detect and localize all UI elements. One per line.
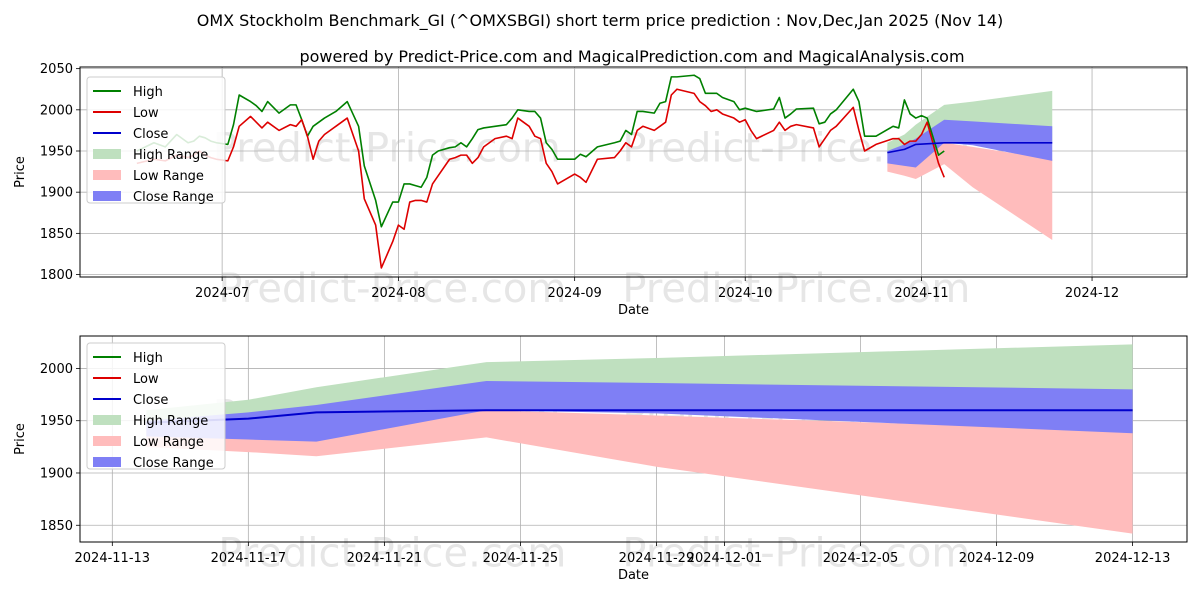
- x-tick-label: 2024-10: [718, 286, 772, 301]
- y-tick-label: 2050: [40, 62, 73, 77]
- watermark-text: Predict-Price.com: [622, 531, 970, 577]
- close-range-band: [146, 380, 1133, 442]
- x-tick-label: 2024-12-05: [823, 551, 899, 566]
- legend-entry: Low Range: [133, 169, 204, 184]
- history-panel: Predict-Price.com Predict-Price.com Predic…: [13, 62, 1188, 318]
- y-tick-label: 2000: [40, 362, 73, 377]
- x-tick-label: 2024-11: [894, 286, 948, 301]
- y-tick-label: 1800: [40, 268, 73, 283]
- x-tick-label: 2024-07: [195, 286, 249, 301]
- y-tick-label: 2000: [40, 103, 73, 118]
- x-tick-label: 2024-11-25: [483, 551, 559, 566]
- watermark-text: Predict-Price.com: [622, 266, 970, 312]
- legend-entry: Low: [133, 106, 159, 121]
- legend-box: [86, 76, 226, 204]
- legend-entry: Close Range: [133, 190, 214, 205]
- watermark-text: Predict-Price.com: [218, 266, 566, 312]
- legend-entry: High Range: [133, 148, 208, 163]
- chart-subtitle: powered by Predict-Price.com and Magical…: [299, 47, 964, 66]
- legend-entry: Close: [133, 393, 168, 408]
- legend-entry: Low Range: [133, 435, 204, 450]
- legend-entry: Low: [133, 372, 159, 387]
- legend-entry: High: [133, 85, 163, 100]
- x-tick-label: 2024-11-21: [347, 551, 423, 566]
- close-series-line: [146, 409, 1133, 424]
- x-tick-label: 2024-12-13: [1095, 551, 1171, 566]
- x-tick-label: 2024-11-17: [211, 551, 287, 566]
- legend-swatch-patch: [93, 191, 121, 201]
- y-tick-label: 1900: [40, 186, 73, 201]
- x-tick-label: 2024-09: [547, 286, 601, 301]
- legend-swatch-patch: [93, 436, 121, 446]
- x-tick-label: 2024-08: [371, 286, 425, 301]
- x-tick-label: 2024-12-09: [959, 551, 1035, 566]
- y-tick-label: 1850: [40, 519, 73, 534]
- watermark-text: Predict-Price.com: [213, 126, 561, 172]
- close-series-line: [887, 141, 1053, 154]
- high-series-line: [136, 74, 945, 228]
- x-tick-label: 2024-11-29: [619, 551, 695, 566]
- y-axis-label: Price: [13, 156, 28, 188]
- x-tick-label: 2024-12-01: [687, 551, 763, 566]
- x-axis-label: Date: [618, 568, 649, 583]
- legend-entry: Close: [133, 127, 168, 142]
- close-range-band: [887, 119, 1053, 168]
- chart-title: OMX Stockholm Benchmark_GI (^OMXSBGI) sh…: [197, 11, 1004, 31]
- y-tick-label: 1950: [40, 145, 73, 160]
- legend-entry: Close Range: [133, 456, 214, 471]
- forecast-panel: Predict-Price.comPredict-Price.comPredic…: [13, 335, 1188, 583]
- legend-swatch-patch: [93, 170, 121, 180]
- legend-box: [86, 342, 226, 470]
- x-axis-label: Date: [618, 303, 649, 318]
- plot-frame: [79, 66, 1188, 278]
- y-axis-label: Price: [13, 423, 28, 455]
- x-tick-label: 2024-11-13: [75, 551, 151, 566]
- watermark-text: Predict-Price.com: [218, 531, 566, 577]
- y-tick-label: 1950: [40, 414, 73, 429]
- legend-swatch-patch: [93, 415, 121, 425]
- plot-frame: [79, 335, 1188, 543]
- x-tick-label: 2024-12: [1065, 286, 1119, 301]
- legend-entry: High Range: [133, 414, 208, 429]
- legend-swatch-patch: [93, 457, 121, 467]
- y-tick-label: 1900: [40, 466, 73, 481]
- low-range-band: [146, 410, 1133, 534]
- legend-entry: High: [133, 351, 163, 366]
- low-range-band: [887, 142, 1053, 240]
- y-tick-label: 1850: [40, 227, 73, 242]
- low-series-line: [136, 88, 945, 269]
- legend-swatch-patch: [93, 149, 121, 159]
